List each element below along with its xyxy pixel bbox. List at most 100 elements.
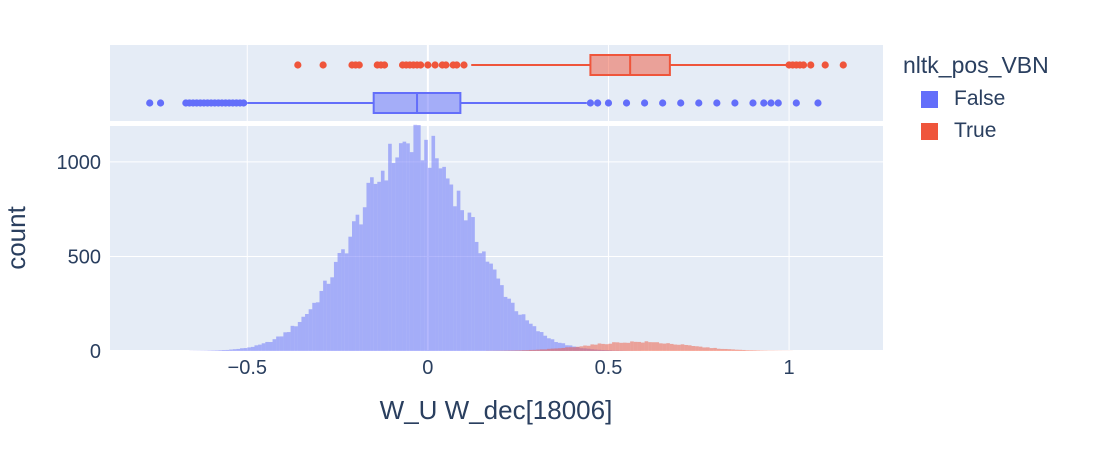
hist-bar-false — [377, 182, 381, 351]
hist-bar-true — [641, 343, 645, 351]
hist-bar-true — [551, 349, 555, 351]
outlier-false — [659, 99, 666, 106]
hist-bar-true — [518, 350, 522, 351]
outlier-true — [840, 61, 847, 68]
hist-bar-true — [695, 346, 699, 351]
hist-bar-false — [251, 347, 255, 351]
hist-bar-false — [309, 309, 313, 351]
outlier-false — [749, 99, 756, 106]
hist-bar-false — [298, 322, 302, 351]
hist-bar-true — [605, 344, 609, 351]
hist-bar-true — [630, 341, 634, 351]
outlier-false — [677, 99, 684, 106]
hist-bar-false — [489, 264, 493, 351]
hist-bar-true — [702, 347, 706, 351]
hist-bar-false — [413, 125, 417, 351]
legend-item-true[interactable]: True — [903, 115, 1049, 147]
legend-title: nltk_pos_VBN — [903, 52, 1049, 79]
hist-bar-false — [370, 177, 374, 351]
hist-bar-false — [240, 348, 244, 351]
hist-bar-true — [677, 345, 681, 351]
hist-bar-true — [598, 343, 602, 351]
outlier-true — [294, 61, 301, 68]
hist-bar-true — [655, 342, 659, 351]
hist-bar-false — [399, 143, 403, 351]
hist-bar-true — [681, 344, 685, 351]
hist-bar-true — [572, 347, 576, 351]
hist-bar-false — [446, 178, 450, 351]
outlier-true — [417, 61, 424, 68]
hist-bar-false — [280, 336, 284, 351]
hist-bar-false — [211, 350, 215, 351]
hist-bar-false — [348, 237, 352, 351]
hist-bar-false — [450, 185, 454, 351]
hist-bar-false — [406, 143, 410, 351]
hist-bar-false — [410, 152, 414, 351]
hist-bar-true — [608, 344, 612, 351]
hist-bar-true — [612, 342, 616, 351]
hist-bar-true — [594, 345, 598, 351]
hist-bar-true — [659, 343, 663, 351]
hist-bar-true — [757, 350, 761, 351]
hist-bar-true — [746, 350, 750, 351]
legend-item-false[interactable]: False — [903, 83, 1049, 115]
hist-bar-false — [276, 337, 280, 351]
hist-bar-false — [392, 163, 396, 351]
hist-bar-false — [507, 299, 511, 351]
y-tick-label: 1000 — [57, 152, 102, 174]
outlier-true — [442, 61, 449, 68]
hist-bar-false — [540, 332, 544, 351]
hist-bar-false — [475, 242, 479, 351]
hist-bar-false — [385, 180, 389, 351]
outlier-false — [157, 99, 164, 106]
hist-bar-false — [226, 350, 230, 351]
hist-bar-false — [273, 339, 277, 351]
hist-bar-false — [330, 277, 334, 351]
outlier-false — [814, 99, 821, 106]
hist-bar-false — [457, 191, 461, 351]
legend-swatch-false — [921, 91, 938, 108]
y-axis-label: count — [1, 205, 31, 269]
hist-bar-true — [583, 346, 587, 351]
hist-bar-false — [388, 144, 392, 351]
hist-bar-true — [525, 350, 529, 351]
outlier-true — [460, 61, 467, 68]
outlier-false — [760, 99, 767, 106]
hist-bar-true — [717, 349, 721, 351]
hist-bar-true — [547, 349, 551, 351]
hist-bar-false — [301, 317, 305, 351]
outlier-false — [623, 99, 630, 106]
outlier-true — [822, 61, 829, 68]
hist-bar-false — [363, 207, 367, 351]
hist-bar-true — [710, 348, 714, 351]
outlier-true — [381, 61, 388, 68]
outlier-true — [356, 61, 363, 68]
outlier-false — [587, 99, 594, 106]
hist-bar-false — [525, 320, 529, 351]
hist-bar-false — [442, 167, 446, 351]
hist-bar-true — [706, 347, 710, 351]
legend: nltk_pos_VBN False True — [903, 52, 1049, 147]
hist-bar-false — [395, 157, 399, 351]
hist-bar-false — [366, 183, 370, 351]
hist-bar-true — [739, 350, 743, 351]
hist-bar-true — [735, 350, 739, 351]
hist-bar-true — [554, 348, 558, 351]
outlier-false — [240, 99, 247, 106]
hist-bar-true — [663, 344, 667, 351]
hist-bar-true — [616, 342, 620, 351]
hist-bar-false — [247, 347, 251, 351]
hist-bar-true — [562, 348, 566, 351]
hist-bar-false — [229, 350, 233, 351]
box-plot-area — [110, 45, 883, 121]
outlier-true — [807, 61, 814, 68]
hist-bar-true — [634, 342, 638, 351]
hist-bar-false — [518, 315, 522, 351]
hist-bar-false — [439, 168, 443, 351]
hist-bar-false — [493, 270, 497, 351]
hist-bar-false — [359, 224, 363, 351]
hist-bar-true — [713, 348, 717, 351]
outlier-false — [594, 99, 601, 106]
hist-bar-true — [558, 348, 562, 351]
hist-bar-true — [536, 350, 540, 351]
